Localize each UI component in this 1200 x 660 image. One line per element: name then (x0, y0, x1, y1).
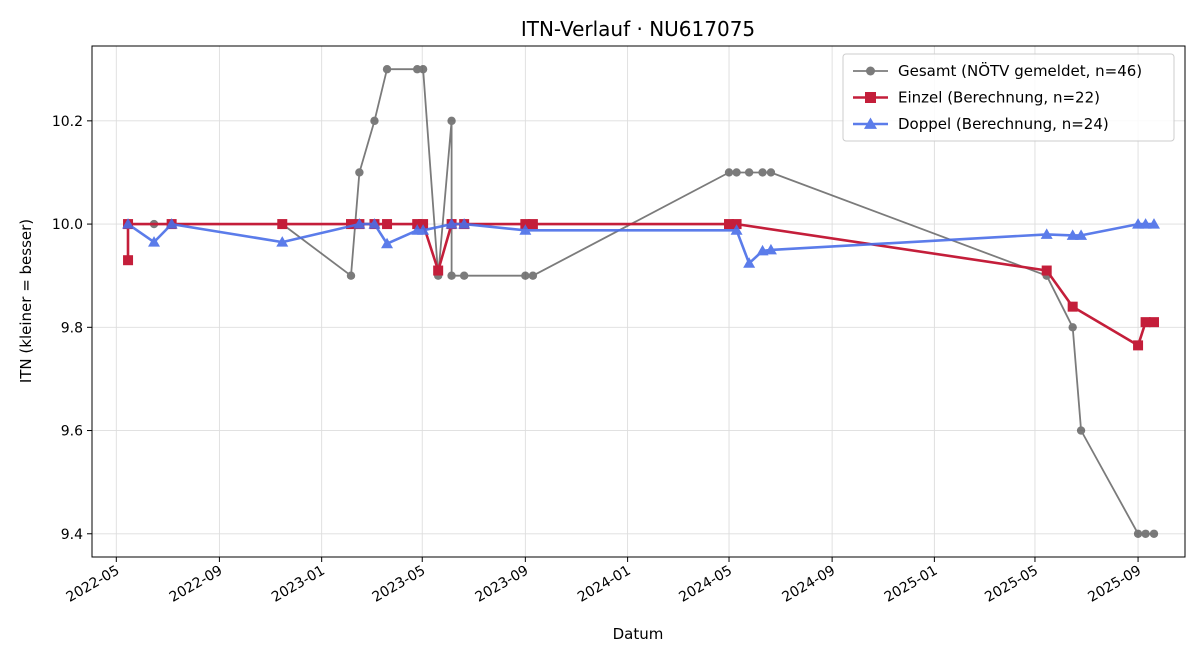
data-point (346, 271, 356, 280)
data-point (1148, 317, 1159, 328)
series-line (126, 222, 1154, 347)
data-point (382, 219, 393, 230)
data-point (445, 218, 458, 229)
data-point (1139, 218, 1152, 229)
data-point (433, 265, 444, 276)
data-point (277, 219, 288, 230)
series-doppel (122, 218, 1160, 268)
legend-label: Gesamt (NÖTV gemeldet, n=46) (898, 61, 1142, 80)
data-point (1140, 317, 1151, 328)
data-point (276, 236, 289, 247)
legend: Gesamt (NÖTV gemeldet, n=46) Einzel (Bere… (842, 53, 1175, 142)
data-point (123, 255, 134, 266)
data-point (528, 271, 538, 280)
data-point (1040, 228, 1053, 239)
data-point (758, 168, 767, 177)
data-point (382, 65, 392, 74)
data-point (527, 219, 538, 230)
y-axis-ticks: 9.4 9.6 9.8 10.0 10.2 (52, 114, 92, 543)
y-tick-label: 9.6 (61, 424, 83, 440)
data-point (743, 257, 756, 268)
y-tick-label: 9.4 (61, 527, 83, 543)
data-point (459, 271, 469, 280)
legend-marker (864, 117, 877, 129)
legend-entry (853, 92, 888, 103)
data-point (521, 271, 530, 280)
legend-entry (853, 117, 888, 129)
data-point (731, 219, 742, 230)
legend-box (842, 53, 1175, 142)
data-point (413, 65, 422, 74)
data-point (165, 218, 178, 229)
series-layer (122, 65, 1160, 538)
y-tick-label: 9.8 (61, 320, 83, 336)
data-point (412, 219, 423, 230)
legend-marker (865, 92, 876, 103)
data-point (370, 116, 379, 126)
data-point (122, 218, 135, 229)
data-point (418, 65, 428, 74)
data-point (1041, 265, 1052, 276)
data-point (1132, 218, 1145, 229)
data-point (148, 236, 161, 247)
data-point (418, 219, 429, 230)
data-point (458, 218, 471, 229)
data-point (756, 244, 769, 256)
legend-marker (866, 66, 875, 76)
data-point (744, 168, 754, 177)
data-point (520, 219, 531, 230)
data-point (1076, 426, 1086, 435)
data-point (368, 218, 381, 229)
data-point (519, 224, 532, 235)
series-line (127, 222, 1154, 265)
data-point (1067, 301, 1078, 312)
data-point (1068, 323, 1077, 332)
data-point (1133, 340, 1144, 351)
data-point (1066, 229, 1079, 240)
data-point (1147, 218, 1160, 229)
y-axis-label: ITN (kleiner = besser) (17, 219, 35, 383)
legend-label: Einzel (Berechnung, n=22) (898, 89, 1100, 107)
data-point (417, 224, 430, 235)
y-tick-label: 10.2 (52, 114, 83, 130)
data-point (447, 271, 456, 280)
y-tick-label: 10.0 (52, 217, 83, 233)
data-point (355, 168, 364, 177)
data-point (353, 218, 366, 229)
data-point (730, 224, 743, 235)
data-point (724, 219, 735, 230)
data-point (724, 168, 734, 177)
data-point (1075, 229, 1088, 240)
plot-frame (91, 45, 1186, 558)
data-point (381, 237, 394, 249)
data-point (764, 243, 777, 255)
legend-entry (853, 66, 888, 76)
data-point (766, 168, 776, 177)
data-point (1141, 529, 1150, 538)
data-point (1149, 529, 1159, 538)
data-point (346, 219, 357, 230)
legend-label: Doppel (Berechnung, n=24) (898, 115, 1109, 133)
data-point (447, 116, 456, 126)
chart-title: ITN-Verlauf · NU617075 (521, 17, 755, 41)
data-point (732, 168, 741, 177)
data-point (1133, 529, 1143, 538)
x-axis-label: Datum (613, 625, 664, 643)
